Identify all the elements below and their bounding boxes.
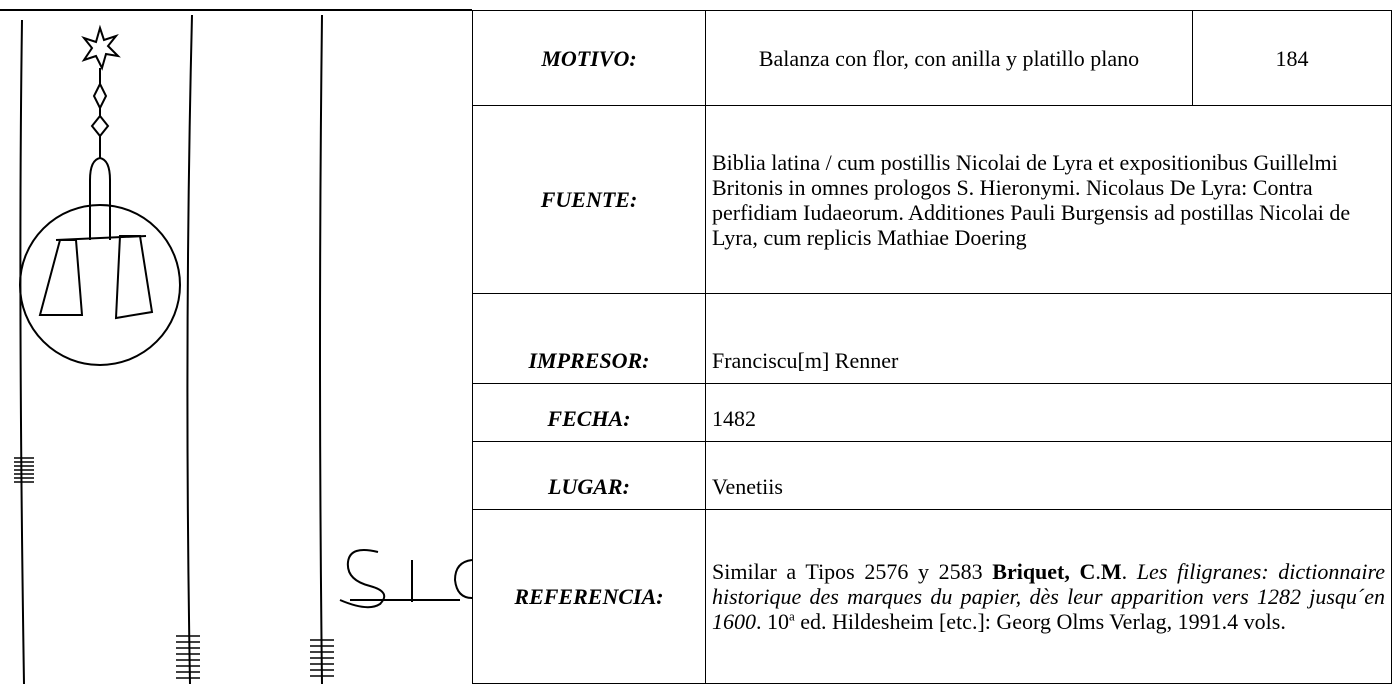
row: IMPRESOR: Franciscu[m] Renner <box>472 293 1392 384</box>
label: LUGAR: <box>472 441 706 510</box>
text: Similar a Tipos 2576 y 2583 <box>712 559 993 584</box>
label: FUENTE: <box>472 105 706 294</box>
author: M <box>1100 559 1122 584</box>
text: . <box>1095 559 1101 584</box>
label: IMPRESOR: <box>472 293 706 384</box>
value: 1482 <box>705 383 1392 442</box>
row: MOTIVO: Balanza con flor, con anilla y p… <box>472 10 1392 106</box>
number: 184 <box>1192 10 1392 106</box>
value: Similar a Tipos 2576 y 2583 Briquet, C.M… <box>705 509 1392 684</box>
value: Franciscu[m] Renner <box>705 293 1392 384</box>
label: FECHA: <box>472 383 706 442</box>
text: . 10 <box>756 609 789 634</box>
row: REFERENCIA: Similar a Tipos 2576 y 2583 … <box>472 509 1392 684</box>
superscript: a <box>789 608 795 624</box>
value: Biblia latina / cum postillis Nicolai de… <box>705 105 1392 294</box>
row: FUENTE: Biblia latina / cum postillis Ni… <box>472 105 1392 294</box>
row: LUGAR: Venetiis <box>472 441 1392 510</box>
book-title: Les filigranes: dictionnaire historique … <box>712 559 1386 634</box>
value: Balanza con flor, con anilla y platillo … <box>705 10 1193 106</box>
text: ed. Hildesheim [etc.]: Georg Olms Verlag… <box>794 609 1286 634</box>
row: FECHA: 1482 <box>472 383 1392 442</box>
label: MOTIVO: <box>472 10 706 106</box>
value: Venetiis <box>705 441 1392 510</box>
watermark-record: MOTIVO: Balanza con flor, con anilla y p… <box>472 10 1392 684</box>
text: . <box>1121 559 1137 584</box>
author: Briquet, C <box>992 559 1096 584</box>
label: REFERENCIA: <box>472 509 706 684</box>
watermark-drawing <box>0 9 472 684</box>
